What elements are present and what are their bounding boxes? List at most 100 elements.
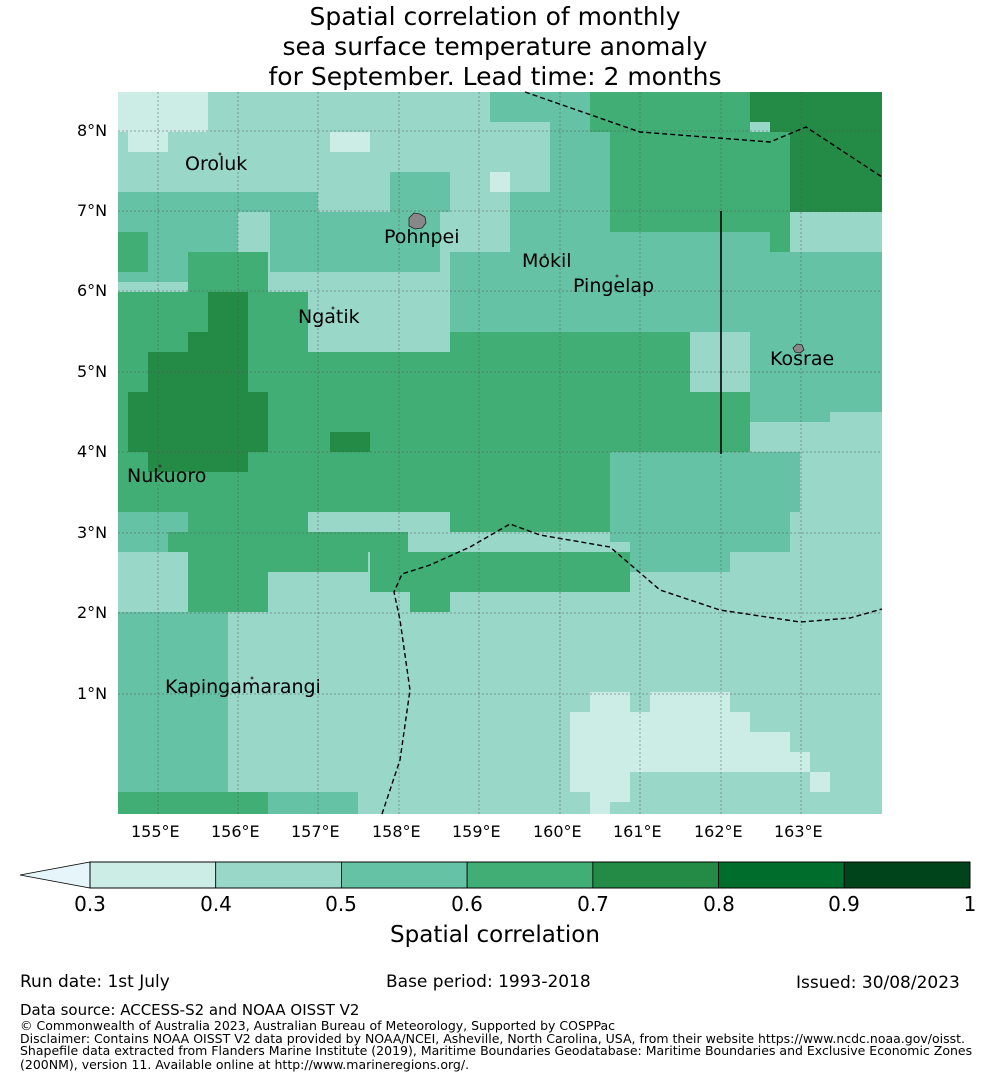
- correlation-cell: [370, 552, 630, 592]
- correlation-cell: [590, 92, 750, 132]
- correlation-cell: [188, 252, 268, 292]
- colorbar-bin-1: [89, 861, 217, 889]
- correlation-cell: [410, 592, 450, 612]
- correlation-cell: [268, 792, 358, 814]
- lon-label-158e: 158°E: [372, 822, 421, 841]
- eez-boundary-north: [524, 91, 883, 178]
- colorbar-tick-0.3: 0.3: [74, 892, 106, 916]
- colorbar-bins: [89, 861, 971, 889]
- kapingamarangi-atoll: [250, 676, 254, 680]
- eez-boundary-south: [381, 523, 883, 815]
- colorbar-bin-7: [843, 861, 971, 889]
- islands: [158, 152, 805, 680]
- colorbar-tick-0.7: 0.7: [577, 892, 609, 916]
- disclaimer-line-3: (200NM), version 11. Available online at…: [20, 1057, 470, 1072]
- lat-label-1n: 1°N: [77, 684, 108, 703]
- correlation-cell: [570, 712, 590, 792]
- place-label-kapingamarangi: Kapingamarangi: [165, 676, 321, 698]
- colorbar-tick-0.6: 0.6: [451, 892, 483, 916]
- disclaimer-line-1: Disclaimer: Contains NOAA OISST V2 data …: [20, 1031, 965, 1046]
- correlation-cell: [168, 532, 408, 552]
- issued-date: Issued: 30/08/2023: [796, 973, 960, 993]
- colorbar-tick-1: 1: [963, 892, 977, 916]
- data-source: Data source: ACCESS-S2 and NOAA OISST V2: [20, 1001, 360, 1019]
- place-label-oroluk: Oroluk: [185, 153, 248, 175]
- correlation-cell: [730, 472, 790, 552]
- correlation-cell: [810, 132, 882, 212]
- colorbar-tick-0.8: 0.8: [703, 892, 735, 916]
- correlation-cell: [228, 652, 388, 692]
- correlation-cell: [188, 552, 268, 612]
- copyright-notice: © Commonwealth of Australia 2023, Austra…: [20, 1018, 615, 1033]
- mokil-atoll: [543, 253, 547, 257]
- lon-label-161e: 161°E: [613, 822, 662, 841]
- lon-label-157e: 157°E: [291, 822, 340, 841]
- map-gridlines: [118, 92, 882, 814]
- correlation-cell: [830, 412, 882, 512]
- place-label-ngatik: Ngatik: [298, 306, 360, 328]
- title-line-3: for September. Lead time: 2 months: [268, 62, 722, 91]
- colorbar-label: Spatial correlation: [390, 922, 600, 948]
- lon-label-155e: 155°E: [131, 822, 180, 841]
- lat-label-7n: 7°N: [77, 201, 108, 220]
- colorbar-bin-5: [592, 861, 719, 889]
- base-period: Base period: 1993-2018: [386, 972, 591, 992]
- place-label-kosrae: Kosrae: [770, 348, 835, 370]
- lat-label-2n: 2°N: [77, 603, 108, 622]
- correlation-cell: [238, 192, 318, 212]
- lon-label-163e: 163°E: [774, 822, 823, 841]
- oroluk-atoll: [218, 152, 222, 156]
- run-date: Run date: 1st July: [20, 972, 170, 992]
- correlation-cell: [208, 692, 408, 732]
- colorbar-frame: [89, 861, 971, 889]
- place-label-pingelap: Pingelap: [573, 275, 655, 297]
- correlation-cell: [750, 252, 882, 422]
- lat-label-3n: 3°N: [77, 523, 108, 542]
- correlation-cell: [128, 392, 268, 452]
- pohnpei-island: [408, 212, 427, 230]
- lat-label-8n: 8°N: [77, 121, 108, 140]
- eez-boundaries: [381, 91, 883, 815]
- lat-label-4n: 4°N: [77, 442, 108, 461]
- place-label-mokil: Mokil: [522, 250, 572, 272]
- lat-label-5n: 5°N: [77, 362, 108, 381]
- colorbar-tick-0.9: 0.9: [828, 892, 860, 916]
- correlation-cell: [330, 132, 370, 152]
- correlation-cell: [330, 432, 370, 452]
- place-label-pohnpei: Pohnpei: [384, 226, 460, 248]
- colorbar-bin-3: [341, 861, 468, 889]
- kosrae-island: [792, 343, 805, 354]
- lon-label-159e: 159°E: [452, 822, 501, 841]
- lon-label-156e: 156°E: [211, 822, 260, 841]
- correlation-cell: [118, 92, 208, 132]
- correlation-cell: [590, 692, 630, 802]
- correlation-cell: [390, 172, 450, 212]
- colorbar-under-arrow: [19, 861, 91, 889]
- colorbar-bin-6: [718, 861, 845, 889]
- correlation-cell: [730, 712, 750, 772]
- correlation-cell: [650, 692, 730, 772]
- correlation-cell: [590, 792, 610, 814]
- disclaimer-line-2: Shapefile data extracted from Flanders M…: [20, 1043, 973, 1058]
- ngatik-atoll: [331, 306, 335, 310]
- colorbar-tick-0.5: 0.5: [325, 892, 357, 916]
- title-line-1: Spatial correlation of monthly: [309, 2, 681, 31]
- place-label-nukuoro: Nukuoro: [127, 465, 207, 487]
- correlation-cell: [490, 172, 510, 192]
- title-line-2: sea surface temperature anomaly: [282, 32, 708, 61]
- lon-label-162e: 162°E: [694, 822, 743, 841]
- correlation-cell: [810, 772, 830, 792]
- nukuoro-atoll: [158, 464, 162, 468]
- lat-label-6n: 6°N: [77, 281, 108, 300]
- correlation-cell: [118, 612, 228, 792]
- colorbar-tick-0.4: 0.4: [200, 892, 232, 916]
- lon-label-160e: 160°E: [533, 822, 582, 841]
- correlation-cell: [560, 232, 770, 332]
- pingelap-atoll: [615, 274, 619, 278]
- chart-title: Spatial correlation of monthly sea surfa…: [0, 2, 990, 92]
- correlation-cell: [790, 752, 810, 772]
- correlation-cell: [750, 732, 790, 772]
- colorbar-bin-4: [466, 861, 594, 889]
